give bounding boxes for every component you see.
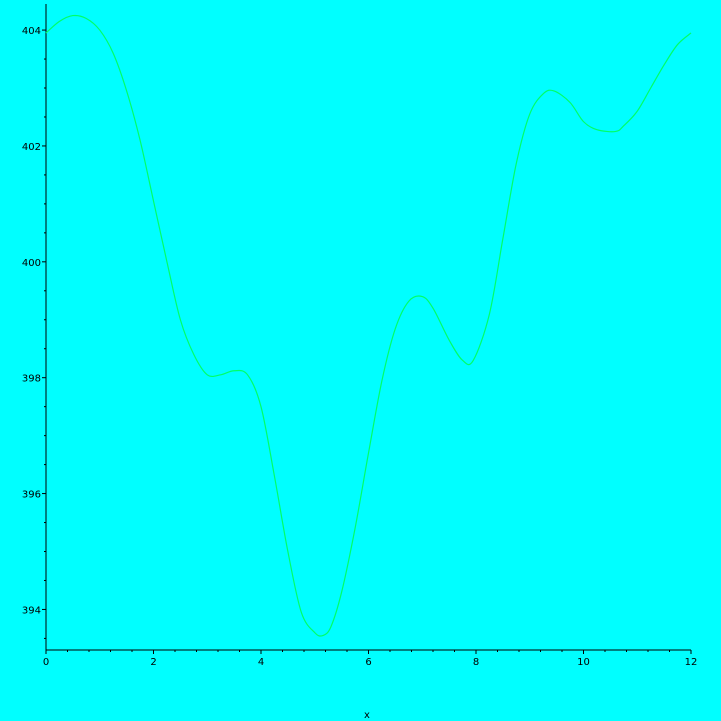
- x-tick-label: 10: [577, 657, 590, 668]
- series-line: [45, 14, 692, 637]
- y-tick-label: 404: [22, 26, 41, 37]
- x-tick-label: 4: [258, 657, 264, 668]
- x-tick-label: 2: [150, 657, 156, 668]
- y-tick-label: 402: [22, 142, 41, 153]
- x-tick-label: 12: [685, 657, 698, 668]
- y-tick-label: 396: [22, 490, 41, 501]
- y-axis: 394 396 398 400 402 404: [22, 4, 47, 650]
- x-axis: 0 2 4 6 8 10 12: [43, 649, 698, 668]
- y-tick-label: 394: [22, 605, 41, 616]
- x-axis-label: x: [364, 710, 370, 721]
- x-tick-label: 0: [43, 657, 49, 668]
- y-tick-label: 400: [22, 258, 41, 269]
- x-tick-label: 6: [365, 657, 371, 668]
- y-tick-label: 398: [22, 374, 41, 385]
- x-tick-label: 8: [473, 657, 479, 668]
